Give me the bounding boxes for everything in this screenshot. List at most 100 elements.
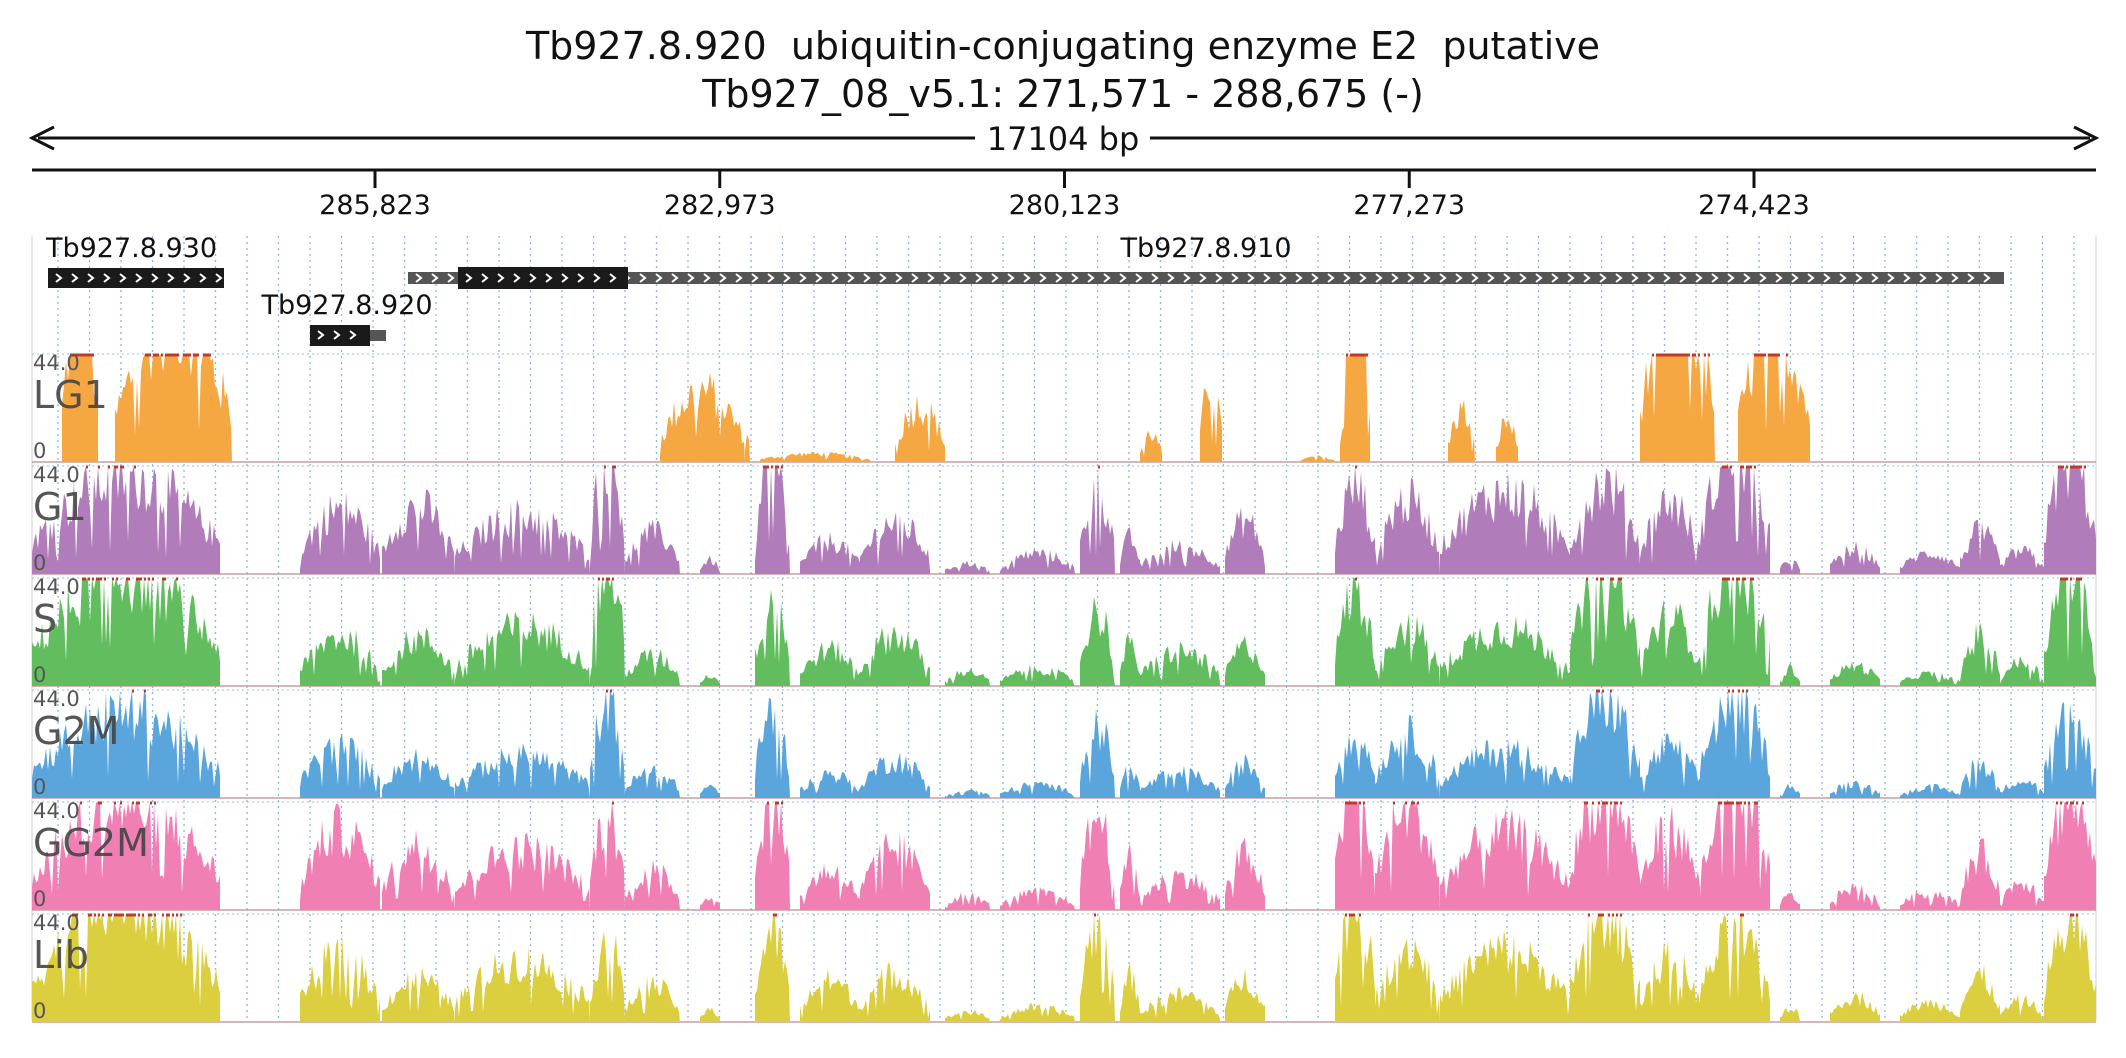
strand-chevron-icon bbox=[1535, 273, 1543, 283]
strand-chevron-icon bbox=[1359, 273, 1367, 283]
strand-chevron-icon bbox=[943, 273, 951, 283]
strand-chevron-icon bbox=[199, 273, 207, 283]
arrowhead-right-icon bbox=[2073, 125, 2100, 151]
strand-chevron-icon bbox=[1135, 273, 1143, 283]
arrowhead-left-icon bbox=[28, 125, 55, 151]
strand-chevron-icon bbox=[1327, 273, 1335, 283]
track-ymax-label: 44.0 bbox=[33, 911, 80, 935]
coverage-area bbox=[32, 578, 2096, 686]
strand-chevron-icon bbox=[1119, 273, 1127, 283]
strand-chevron-icon bbox=[687, 273, 695, 283]
strand-chevron-icon bbox=[87, 273, 95, 283]
strand-chevron-icon bbox=[1471, 273, 1479, 283]
strand-chevron-icon bbox=[767, 273, 775, 283]
gene-label: Tb927.8.920 bbox=[260, 290, 432, 321]
gene-cds-block bbox=[310, 325, 370, 346]
strand-chevron-icon bbox=[1375, 273, 1383, 283]
track-name-label: GG2M bbox=[33, 821, 149, 865]
strand-chevron-icon bbox=[465, 273, 473, 283]
strand-chevron-icon bbox=[1583, 273, 1591, 283]
strand-chevron-icon bbox=[1983, 273, 1991, 283]
strand-chevron-icon bbox=[609, 273, 617, 283]
track-ymax-label: 44.0 bbox=[33, 351, 80, 375]
strand-chevron-icon bbox=[735, 273, 743, 283]
strand-chevron-icon bbox=[1439, 273, 1447, 283]
strand-chevron-icon bbox=[639, 273, 647, 283]
gene-tb927-8-910[interactable] bbox=[408, 267, 2004, 289]
strand-chevron-icon bbox=[1423, 273, 1431, 283]
track-ymax-label: 44.0 bbox=[33, 463, 80, 487]
strand-chevron-icon bbox=[1823, 273, 1831, 283]
strand-chevron-icon bbox=[1071, 273, 1079, 283]
strand-chevron-icon bbox=[1759, 273, 1767, 283]
genomic-location: Tb927_08_v5.1: 271,571 - 288,675 (-) bbox=[702, 72, 1424, 116]
track-g1: 44.0 0 G1 bbox=[32, 463, 2096, 575]
strand-chevron-icon bbox=[1951, 273, 1959, 283]
coverage-area bbox=[32, 466, 2096, 574]
track-name-label: G1 bbox=[33, 485, 87, 529]
track-ymax-label: 44.0 bbox=[33, 799, 80, 823]
strand-chevron-icon bbox=[431, 273, 439, 283]
strand-chevron-icon bbox=[1295, 273, 1303, 283]
strand-chevron-icon bbox=[1647, 273, 1655, 283]
strand-chevron-icon bbox=[1599, 273, 1607, 283]
track-ymin-label: 0 bbox=[33, 439, 46, 463]
gene-tb927-8-920[interactable] bbox=[310, 325, 386, 346]
gene-cds-block bbox=[458, 267, 628, 289]
strand-chevron-icon bbox=[1967, 273, 1975, 283]
strand-chevron-icon bbox=[1455, 273, 1463, 283]
strand-chevron-icon bbox=[1775, 273, 1783, 283]
gene-tb927-8-930[interactable] bbox=[48, 268, 224, 288]
strand-chevron-icon bbox=[1391, 273, 1399, 283]
strand-chevron-icon bbox=[1247, 273, 1255, 283]
strand-chevron-icon bbox=[671, 273, 679, 283]
strand-chevron-icon bbox=[1871, 273, 1879, 283]
strand-chevron-icon bbox=[719, 273, 727, 283]
strand-chevron-icon bbox=[847, 273, 855, 283]
coverage-area bbox=[32, 802, 2096, 910]
track-lg1: 44.0 0 LG1 bbox=[32, 351, 2096, 463]
gene-utr-block bbox=[368, 330, 386, 341]
strand-chevron-icon bbox=[975, 273, 983, 283]
strand-chevron-icon bbox=[799, 273, 807, 283]
strand-chevron-icon bbox=[545, 273, 553, 283]
axis-tick-label: 274,423 bbox=[1698, 190, 1810, 221]
strand-chevron-icon bbox=[333, 330, 341, 340]
strand-chevron-icon bbox=[1519, 273, 1527, 283]
gene-track: Tb927.8.930 Tb927.8.910 Tb927.8.920 bbox=[45, 233, 2004, 346]
strand-chevron-icon bbox=[1855, 273, 1863, 283]
track-name-label: S bbox=[33, 597, 57, 641]
gene-cds-block bbox=[48, 268, 224, 288]
strand-chevron-icon bbox=[1711, 273, 1719, 283]
track-ymin-label: 0 bbox=[33, 775, 46, 799]
coverage-tracks: 44.00LG144.00G144.00S44.00G2M44.00GG2M44… bbox=[32, 351, 2096, 1023]
strand-chevron-icon bbox=[317, 330, 325, 340]
strand-chevron-icon bbox=[1167, 273, 1175, 283]
strand-chevron-icon bbox=[1039, 273, 1047, 283]
track-ymax-label: 44.0 bbox=[33, 575, 80, 599]
strand-chevron-icon bbox=[593, 273, 601, 283]
strand-chevron-icon bbox=[1151, 273, 1159, 283]
strand-chevron-icon bbox=[55, 273, 63, 283]
strand-chevron-icon bbox=[529, 273, 537, 283]
strand-chevron-icon bbox=[1407, 273, 1415, 283]
track-ymax-label: 44.0 bbox=[33, 687, 80, 711]
strand-chevron-icon bbox=[1343, 273, 1351, 283]
strand-chevron-icon bbox=[1791, 273, 1799, 283]
span-length-label: 17104 bp bbox=[987, 120, 1140, 158]
strand-chevron-icon bbox=[415, 273, 423, 283]
track-ymin-label: 0 bbox=[33, 663, 46, 687]
axis-tick-label: 277,273 bbox=[1353, 190, 1465, 221]
strand-chevron-icon bbox=[1087, 273, 1095, 283]
strand-chevron-icon bbox=[1743, 273, 1751, 283]
axis-tick-label: 282,973 bbox=[664, 190, 776, 221]
strand-chevron-icon bbox=[561, 273, 569, 283]
strand-chevron-icon bbox=[991, 273, 999, 283]
strand-chevron-icon bbox=[1727, 273, 1735, 283]
track-lib: 44.0 0 Lib bbox=[32, 911, 2096, 1023]
strand-chevron-icon bbox=[1279, 273, 1287, 283]
strand-chevron-icon bbox=[1935, 273, 1943, 283]
track-g2m: 44.0 0 G2M bbox=[32, 687, 2096, 799]
strand-chevron-icon bbox=[815, 273, 823, 283]
